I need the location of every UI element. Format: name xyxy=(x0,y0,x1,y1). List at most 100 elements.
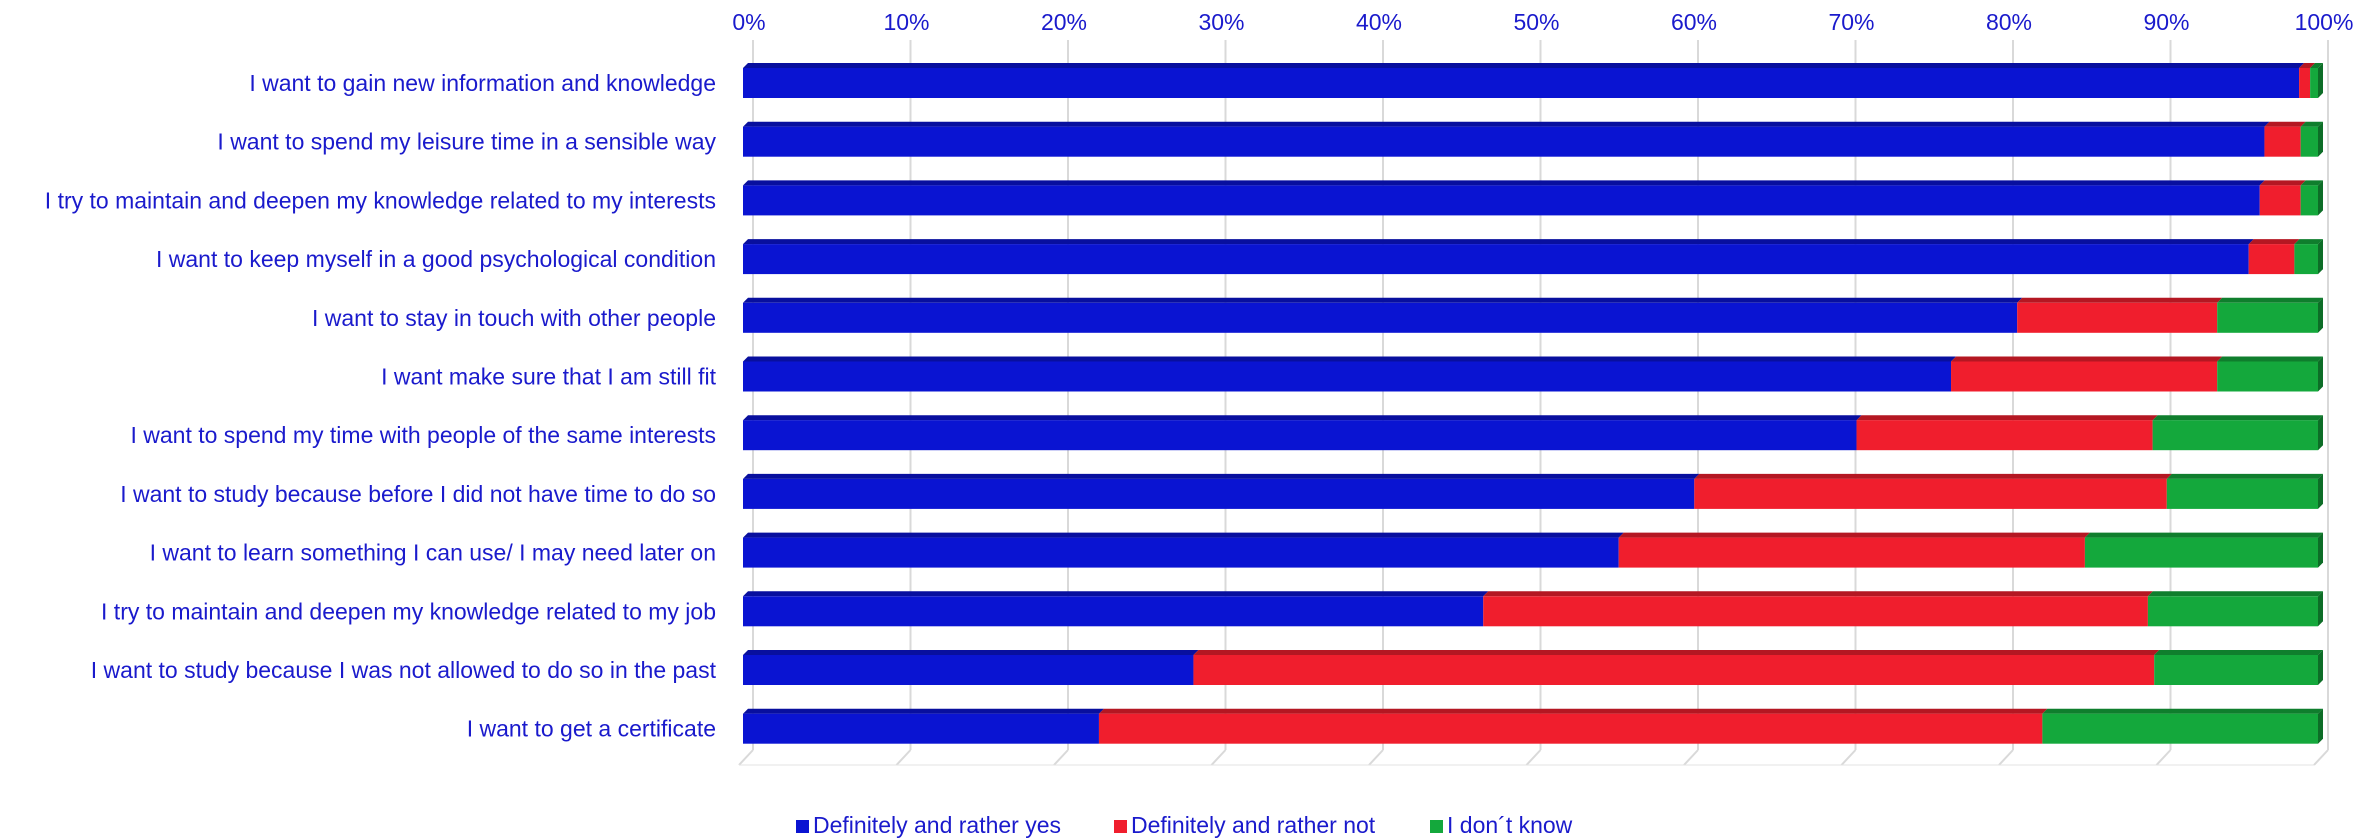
grid-layer xyxy=(738,40,2329,766)
bar-segment-side xyxy=(2318,180,2323,216)
bar-segment xyxy=(2147,591,2323,627)
bar-segment-top xyxy=(743,591,1489,597)
bar-segment xyxy=(743,121,2270,157)
x-tick-label: 60% xyxy=(1671,9,1717,35)
legend-item: Definitely and rather not xyxy=(1114,812,1376,838)
bar-segment-front xyxy=(743,655,1194,685)
bar-segment xyxy=(743,356,1957,392)
bar-segment-front xyxy=(2300,185,2318,216)
bar-segment-front xyxy=(743,420,1857,451)
bar-segment-top xyxy=(1618,532,2090,538)
category-label: I want to stay in touch with other peopl… xyxy=(312,305,716,331)
bar-segment-side xyxy=(2318,591,2323,627)
bar-segment xyxy=(1098,708,2048,744)
gridline-floor xyxy=(1210,749,1227,766)
bar-segment-side xyxy=(2318,415,2323,451)
bar-segment xyxy=(2259,180,2306,216)
bar-segment-top xyxy=(2264,121,2306,127)
bar-segment-top xyxy=(2017,297,2223,303)
category-labels: I want to gain new information and knowl… xyxy=(45,70,717,742)
bar-segment xyxy=(743,473,1700,509)
bar-segment xyxy=(2154,650,2323,685)
bar-segment-top xyxy=(2299,63,2316,68)
bar-segment-side xyxy=(2318,239,2323,275)
bar-segment xyxy=(2152,415,2323,451)
bar-segment-front xyxy=(743,478,1695,509)
bar-segment-top xyxy=(2259,180,2306,186)
bar-segment-top xyxy=(2300,180,2323,186)
x-tick-label: 10% xyxy=(883,9,929,35)
category-label: I want to keep myself in a good psycholo… xyxy=(156,246,716,272)
bar-segment-front xyxy=(2147,596,2318,627)
gridline-floor xyxy=(1998,749,2014,766)
bar-segment-front xyxy=(743,361,1952,392)
bar-segment-top xyxy=(2147,591,2323,597)
bar-segment xyxy=(2217,297,2323,333)
bar-segment-top xyxy=(2084,532,2323,538)
bar-segment-front xyxy=(2084,537,2318,568)
bar-segment-front xyxy=(2299,68,2311,98)
bar-segment xyxy=(2299,63,2316,98)
bar-segment xyxy=(1483,591,2153,627)
bars-layer xyxy=(743,63,2323,744)
bar-segment-front xyxy=(743,126,2265,157)
legend-swatch xyxy=(1114,820,1127,833)
bar-segment-front xyxy=(1951,361,2218,392)
category-label: I try to maintain and deepen my knowledg… xyxy=(45,187,716,213)
gridline-floor xyxy=(1053,749,1069,766)
gridline-floor xyxy=(895,749,912,766)
bar-segment xyxy=(2300,121,2323,157)
x-tick-labels: 0% 10% 20% 30% 40% 50% 60% 70% 80% 90% 100% xyxy=(732,9,2353,35)
bar-segment-front xyxy=(1694,478,2167,509)
bar-segment-top xyxy=(743,63,2305,68)
bar-segment xyxy=(743,180,2265,216)
category-label: I want to study because I was not allowe… xyxy=(91,657,717,683)
bar-segment-side xyxy=(2318,708,2323,744)
bar-segment xyxy=(2166,473,2323,509)
bar-segment-top xyxy=(2042,708,2323,714)
category-label: I want to study because before I did not… xyxy=(120,481,716,507)
bar-segment xyxy=(743,532,1624,568)
bar-segment-side xyxy=(2318,532,2323,568)
bar-segment xyxy=(2017,297,2223,333)
legend-label: I don´t know xyxy=(1447,812,1573,838)
gridline-floor xyxy=(1368,749,1384,766)
bar-segment-front xyxy=(2217,302,2318,333)
bar-segment-top xyxy=(743,121,2270,127)
x-tick-label: 0% xyxy=(732,9,765,35)
category-label: I want to learn something I can use/ I m… xyxy=(150,540,716,566)
bar-segment-front xyxy=(743,713,1099,744)
bar-segment-front xyxy=(743,244,2249,275)
legend-swatch xyxy=(796,820,809,833)
bar-segment xyxy=(1193,650,2160,685)
bar-segment-front xyxy=(1193,655,2155,685)
bar-segment-front xyxy=(2154,655,2318,685)
bar-segment xyxy=(743,63,2305,98)
bar-segment-front xyxy=(2259,185,2301,216)
bar-segment-top xyxy=(743,356,1957,362)
legend-label: Definitely and rather yes xyxy=(813,812,1061,838)
bar-segment-top xyxy=(1951,356,2223,362)
bar-segment-side xyxy=(2318,297,2323,333)
bar-segment-top xyxy=(2217,297,2323,303)
bar-segment-top xyxy=(1856,415,2158,421)
x-tick-label: 40% xyxy=(1356,9,1402,35)
gridline-floor xyxy=(2155,749,2172,766)
bar-segment-front xyxy=(2310,68,2318,98)
bar-segment-front xyxy=(2017,302,2218,333)
bar-segment-front xyxy=(2264,126,2301,157)
x-tick-label: 80% xyxy=(1986,9,2032,35)
x-tick-label: 50% xyxy=(1513,9,1559,35)
bar-segment-side xyxy=(2318,650,2323,685)
bar-segment xyxy=(2264,121,2306,157)
bar-segment-front xyxy=(743,68,2300,98)
gridline-floor xyxy=(2313,749,2329,766)
bar-segment xyxy=(2084,532,2323,568)
x-tick-label: 90% xyxy=(2143,9,2189,35)
bar-segment-top xyxy=(2294,239,2323,245)
legend-label: Definitely and rather not xyxy=(1131,812,1376,838)
bar-segment xyxy=(743,650,1199,685)
bar-segment xyxy=(1694,473,2172,509)
bar-segment xyxy=(2217,356,2323,392)
bar-segment-top xyxy=(2217,356,2323,362)
